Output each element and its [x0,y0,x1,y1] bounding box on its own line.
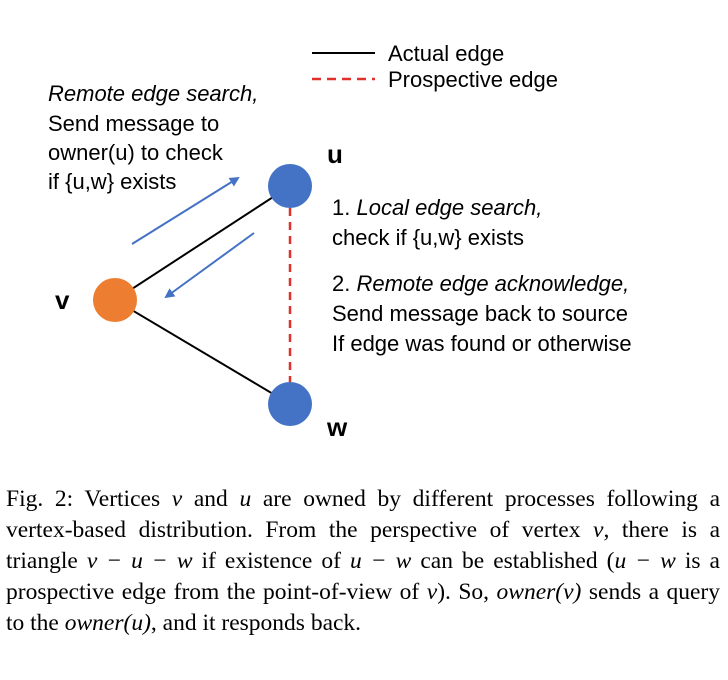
caption-math-uw: u − w [349,548,412,574]
caption-prefix: Fig. 2: Vertices [6,486,172,512]
arrow-remote-search [131,176,240,245]
caption-math-uw: u − w [614,548,676,574]
note-local-search-number: 1. [332,195,356,220]
note-remote-ack: 2. Remote edge acknowledge, Send message… [332,271,632,356]
caption-text: if existence of [192,548,350,574]
edge-v-w [114,299,291,405]
edge-v-u [114,185,291,301]
note-local-search-line2: check if {u,w} exists [332,225,524,250]
note-remote-search-line3: owner(u) to check [48,140,224,165]
vertex-v-label: v [55,285,70,315]
caption-math-triangle: v − u − w [86,548,193,574]
triangle-diagram: Actual edge Prospective edge u v w Remot… [48,41,632,442]
note-remote-ack-number: 2. [332,271,356,296]
caption-text: , and it responds back. [150,610,362,636]
caption-text: is a prospective edge from the point-of-… [6,548,720,605]
note-local-search-title: 1. Local edge search, [332,195,542,220]
caption-math-v: v [171,486,183,512]
caption-text: and [182,486,240,512]
note-remote-ack-title: 2. Remote edge acknowledge, [332,271,629,296]
caption-math-owner-v: owner(v) [496,579,582,605]
note-remote-search-line2: Send message to [48,111,219,136]
legend-prospective-edge-label: Prospective edge [388,67,558,92]
caption-math-u: u [239,486,252,512]
caption-text: can be established ( [411,548,615,574]
vertex-w-label: w [326,412,348,442]
caption-math-v: v [426,579,438,605]
vertex-w [268,382,312,426]
note-remote-ack-line2: Send message back to source [332,301,628,326]
note-remote-ack-line3: If edge was found or otherwise [332,331,632,356]
caption-math-owner-u: owner(u) [64,610,151,636]
arrow-remote-acknowledge [164,232,255,299]
caption-text: , there is a triangle [6,517,720,574]
figure-caption: Fig. 2: Vertices v and u are owned by di… [6,484,720,639]
figure-caption-text: Fig. 2: Vertices v and u are owned by di… [6,484,720,639]
note-remote-search-title: Remote edge search, [48,81,258,106]
caption-text: are owned by different processes followi… [6,486,721,543]
caption-text: ). So, [437,579,497,605]
vertex-u-label: u [327,139,343,169]
note-remote-ack-heading: Remote edge acknowledge, [356,271,629,296]
note-local-search-heading: Local edge search, [356,195,542,220]
vertex-v [93,278,137,322]
caption-math-v: v [593,517,604,543]
vertex-u [268,164,312,208]
note-remote-search-line4: if {u,w} exists [48,169,176,194]
note-local-search: 1. Local edge search, check if {u,w} exi… [332,195,542,250]
caption-text: sends a query to the [6,579,720,636]
legend-actual-edge-label: Actual edge [388,41,504,66]
note-remote-search: Remote edge search, Send message to owne… [48,81,258,194]
